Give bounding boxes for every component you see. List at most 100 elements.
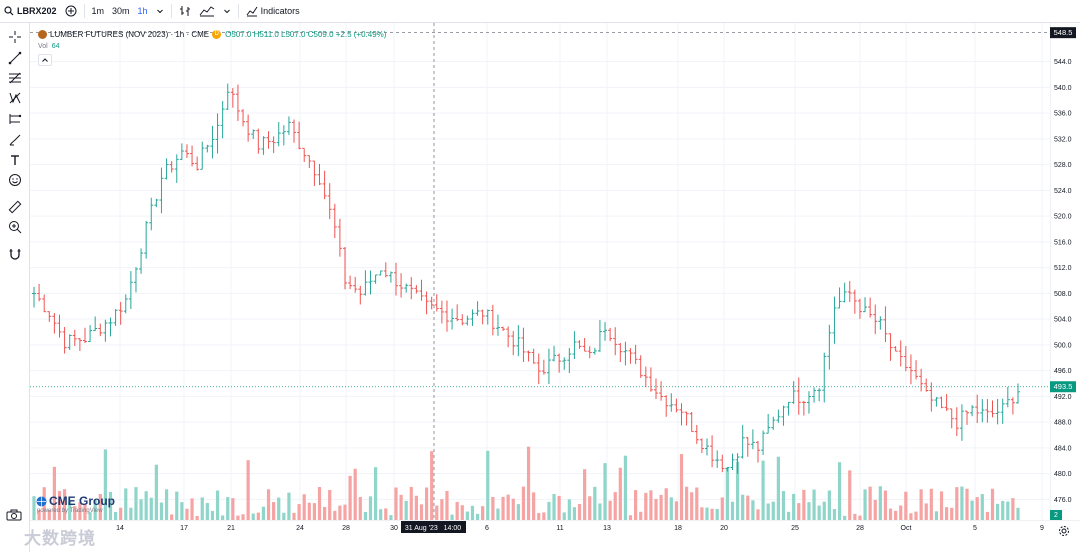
price-axis[interactable]: 544.0 540.0 536.0 532.0 528.0 524.0 520.0 516.0… xyxy=(1050,23,1080,520)
ohlc-bar xyxy=(883,306,888,343)
ohlc-bar xyxy=(256,128,261,154)
volume-bar xyxy=(394,487,398,520)
ohlc-bar xyxy=(837,287,842,309)
volume-bar xyxy=(57,491,62,520)
legend-collapse-button[interactable] xyxy=(38,54,52,66)
crosshair-tool[interactable] xyxy=(6,28,24,46)
ohlc-bar xyxy=(353,276,358,293)
volume-bar xyxy=(924,503,928,520)
volume-bar xyxy=(939,491,944,520)
compare-symbol-button[interactable] xyxy=(61,0,81,23)
volume-bar xyxy=(363,511,367,520)
ohlc-bar xyxy=(934,397,939,407)
ohlc-bar xyxy=(868,297,873,318)
ohlc-bar xyxy=(847,281,852,302)
brush-tool[interactable] xyxy=(6,131,24,149)
volume-bar xyxy=(725,467,729,520)
interval-1m-button[interactable]: 1m xyxy=(91,6,105,16)
volume-bar xyxy=(679,453,684,520)
top-toolbar: LBRX202 1m 30m 1h Indicators xyxy=(0,0,1080,23)
volume-bar xyxy=(272,502,276,520)
interval-dropdown-button[interactable] xyxy=(152,0,168,23)
price-tick-label: 540.0 xyxy=(1054,85,1072,92)
price-tick-label: 528.0 xyxy=(1054,162,1072,169)
ohlc-bar xyxy=(521,327,526,362)
time-tick-label: 18 xyxy=(674,525,682,532)
volume-bar xyxy=(323,506,327,520)
price-chart[interactable] xyxy=(30,23,1050,520)
ohlc-bar xyxy=(822,352,827,403)
volume-bar xyxy=(424,487,429,520)
volume-bar xyxy=(980,494,984,520)
volume-bar xyxy=(368,496,373,520)
ohlc-bar xyxy=(806,391,811,414)
volume-bar xyxy=(644,492,648,520)
ohlc-bar xyxy=(980,399,985,423)
volume-bar xyxy=(73,506,77,520)
chart-settings-button[interactable] xyxy=(1058,524,1072,538)
ohlc-bar xyxy=(648,367,653,392)
ohlc-bar xyxy=(383,262,388,278)
price-tick-label: 544.0 xyxy=(1054,59,1072,66)
ohlc-bar xyxy=(699,438,704,454)
snapshot-button[interactable] xyxy=(6,508,24,522)
volume-bar xyxy=(1006,501,1010,520)
ohlc-bar xyxy=(368,270,373,295)
ohlc-bar xyxy=(970,405,975,417)
pattern-tool[interactable] xyxy=(6,89,24,107)
symbol-search-button[interactable]: LBRX202 xyxy=(0,0,61,23)
ohlc-bar xyxy=(536,353,541,385)
time-tick-label: 5 xyxy=(973,525,977,532)
legend-volume-value: 64 xyxy=(51,42,60,50)
ohlc-bar xyxy=(404,283,409,293)
time-tick-label: 30 xyxy=(390,525,398,532)
time-tick-label: 21 xyxy=(227,525,235,532)
cme-group-logo[interactable]: CME Group xyxy=(36,494,115,508)
interval-30m-button[interactable]: 30m xyxy=(112,6,130,16)
volume-bar xyxy=(557,495,561,520)
ohlc-bar xyxy=(424,291,429,315)
ohlc-bar xyxy=(470,309,475,326)
ohlc-bar xyxy=(195,156,200,171)
emoji-tool[interactable] xyxy=(6,171,24,189)
forecast-icon xyxy=(9,114,22,124)
indicators-button[interactable]: Indicators xyxy=(242,0,304,23)
ohlc-bar xyxy=(455,304,460,322)
ohlc-bar xyxy=(531,348,536,364)
volume-bar xyxy=(435,505,439,520)
ruler-tool[interactable] xyxy=(6,198,24,216)
volume-bar xyxy=(343,504,347,520)
time-axis[interactable]: 14 17 21 24 28 30 6 11 13 18 20 25 28 Oct 5 9 31 Aug '2… xyxy=(30,520,1080,552)
interval-1h-button[interactable]: 1h xyxy=(137,6,148,16)
ohlc-bar xyxy=(358,285,363,305)
legend-volume-row[interactable]: Vol 64 xyxy=(38,40,386,52)
fib-tool[interactable] xyxy=(6,69,24,87)
volume-bar xyxy=(837,462,842,520)
volume-bar xyxy=(960,486,964,520)
price-tick-label: 492.0 xyxy=(1054,394,1072,401)
ohlc-bar xyxy=(791,381,796,405)
ohlc-bar xyxy=(852,289,857,314)
magnet-tool[interactable] xyxy=(6,245,24,263)
volume-bar xyxy=(690,492,694,520)
ohlc-bar xyxy=(990,400,995,418)
chart-type-dropdown-button[interactable] xyxy=(219,0,235,23)
area-style-button[interactable] xyxy=(195,0,219,23)
volume-bar xyxy=(231,498,235,520)
legend-main-row[interactable]: LUMBER FUTURES (NOV 2023) · 1h · CME D O… xyxy=(38,28,386,40)
trend-line-tool[interactable] xyxy=(6,49,24,67)
volume-bar xyxy=(975,497,979,520)
ohlc-bar xyxy=(429,296,434,310)
prediction-tool[interactable] xyxy=(6,110,24,128)
ohlc-bar xyxy=(745,436,750,457)
bars-style-button[interactable] xyxy=(175,0,195,23)
zoom-tool[interactable] xyxy=(6,218,24,236)
text-tool[interactable] xyxy=(6,151,24,169)
powered-by-text: powered by TradingView xyxy=(37,508,103,514)
volume-bar xyxy=(720,497,724,520)
ohlc-bar xyxy=(669,393,674,412)
ohlc-bar xyxy=(725,467,730,472)
volume-bar xyxy=(547,501,551,520)
volume-bar xyxy=(929,488,933,520)
legend-volume-label: Vol xyxy=(38,42,48,50)
